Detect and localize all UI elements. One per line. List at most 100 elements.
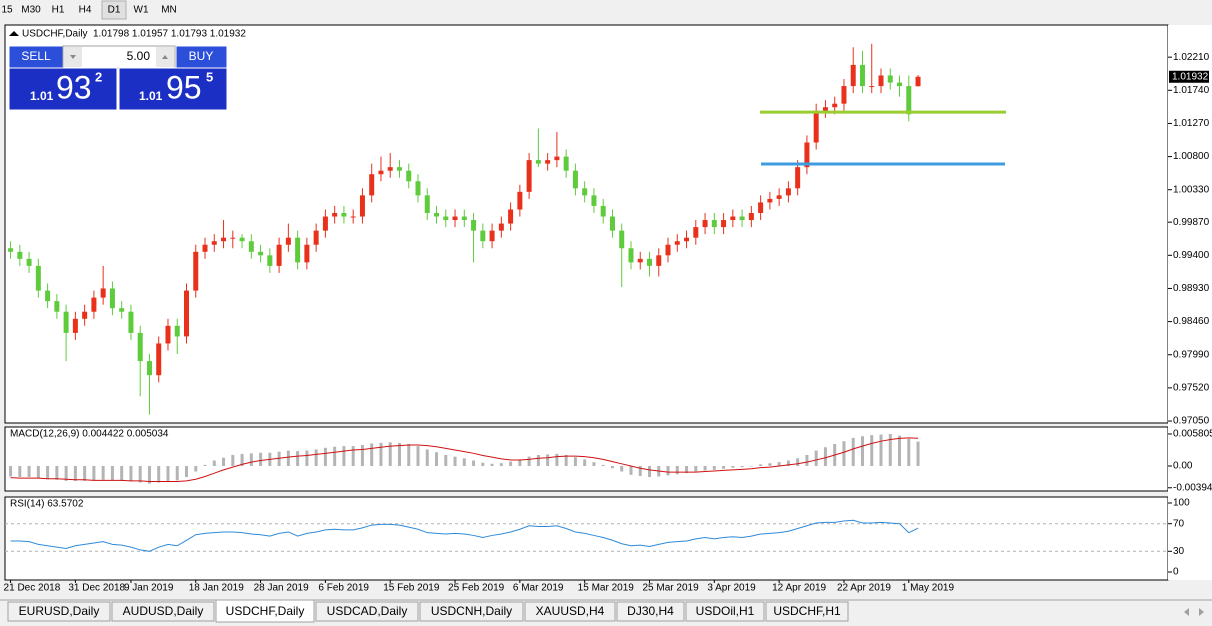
y-tick-label: 0.98930 [1173,283,1210,294]
timeframe-button[interactable] [46,1,70,19]
candle-body [137,332,143,362]
timeframe-label[interactable]: H4 [79,5,92,16]
macd-bar [805,454,809,467]
macd-bar [120,466,124,481]
candle-body [859,64,865,87]
ask-box[interactable] [118,67,228,111]
buy-label[interactable]: BUY [189,49,214,63]
tab-label[interactable]: USDOil,H1 [696,604,755,618]
tab[interactable] [111,601,215,622]
macd-bar [212,460,216,467]
macd-bar [379,442,383,467]
macd-bar [573,457,577,467]
tab-label[interactable]: DJ30,H4 [627,604,674,618]
timeframe-label[interactable]: 15 [1,5,13,16]
candle-body [739,216,745,221]
candle-body [721,220,727,228]
timeframe-button[interactable] [0,1,14,19]
macd-bar [9,466,13,477]
x-tick-label: 15 Mar 2019 [578,583,635,594]
candle-body [258,251,264,256]
y-tick-label: 1.00800 [1173,151,1210,162]
candle-body [526,160,532,192]
timeframe-button[interactable] [156,1,182,19]
candle-body [693,227,699,238]
tab-label[interactable]: USDCHF,H1 [773,604,841,618]
bid-box[interactable] [8,67,118,111]
tab-label[interactable]: XAUUSD,H4 [536,604,605,618]
candle-body [26,258,32,266]
macd-bar [583,459,587,467]
timeframe-label[interactable]: MN [161,5,177,16]
macd-bar [592,462,596,467]
timeframe-label[interactable]: D1 [108,5,121,16]
macd-bar [786,460,790,467]
timeframe-button[interactable] [101,0,127,20]
candle-body [702,220,708,228]
candle-body [396,167,402,171]
candle-body [54,301,60,312]
macd-bar [879,434,883,467]
tab-label[interactable]: USDCAD,Daily [327,604,408,618]
candle-body [35,265,41,291]
scroll-right[interactable] [1199,608,1204,616]
collapse-icon[interactable] [9,31,19,36]
candle-body [906,86,912,115]
macd-bar [27,466,31,478]
candle-body [609,216,615,231]
tab[interactable] [765,601,849,622]
timeframe-label[interactable]: W1 [134,5,149,16]
tab[interactable] [315,601,419,622]
tab-label[interactable]: USDCHF,Daily [226,604,305,618]
macd-bar [814,450,818,467]
x-tick-label: 21 Dec 2018 [4,583,61,594]
price-axis [1168,25,1212,580]
sell-label[interactable]: SELL [21,49,51,63]
macd-bar [796,458,800,467]
scroll-left[interactable] [1184,608,1189,616]
timeframe-label[interactable]: M30 [21,5,41,16]
lot-value[interactable]: 5.00 [127,49,151,63]
timeframe-button[interactable] [73,1,97,19]
current-price-label: 1.01932 [1172,71,1209,82]
tab[interactable] [524,601,616,622]
candle-body [804,142,810,168]
tab-label[interactable]: AUDUSD,Daily [123,604,204,618]
tab-label[interactable]: EURUSD,Daily [19,604,100,618]
candle-body [545,160,551,164]
timeframe-button[interactable] [129,1,153,19]
macd-bar [453,456,457,467]
macd-bar [286,450,290,467]
candle-body [332,212,338,217]
macd-bar [712,466,716,470]
timeframe-label[interactable]: H1 [52,5,65,16]
macd-bar [175,466,179,481]
ask-small: 5 [206,69,213,84]
candle-body [471,220,477,231]
macd-bar [898,435,902,467]
macd-bar [129,466,133,482]
candle-body [878,75,884,87]
macd-bar [490,463,494,467]
macd-bar [222,457,226,467]
macd-bar [92,466,96,481]
timeframe-button[interactable] [18,1,44,19]
x-tick-label: 3 Apr 2019 [707,583,756,594]
tab[interactable] [7,601,111,622]
tab[interactable] [215,599,315,623]
y-tick-label: 70 [1173,518,1185,529]
candle-body [341,212,347,217]
macd-bar [685,466,689,474]
candle-body [156,343,162,376]
candle-body [304,244,310,263]
candle-body [674,241,680,245]
tab[interactable] [419,601,524,622]
macd-bar [166,466,170,481]
y-tick-label: 0.97520 [1173,383,1210,394]
macd-bar [638,466,642,476]
candle-body [637,258,643,263]
tab-label[interactable]: USDCNH,Daily [431,604,512,618]
tab[interactable] [616,601,685,622]
tab[interactable] [685,601,765,622]
